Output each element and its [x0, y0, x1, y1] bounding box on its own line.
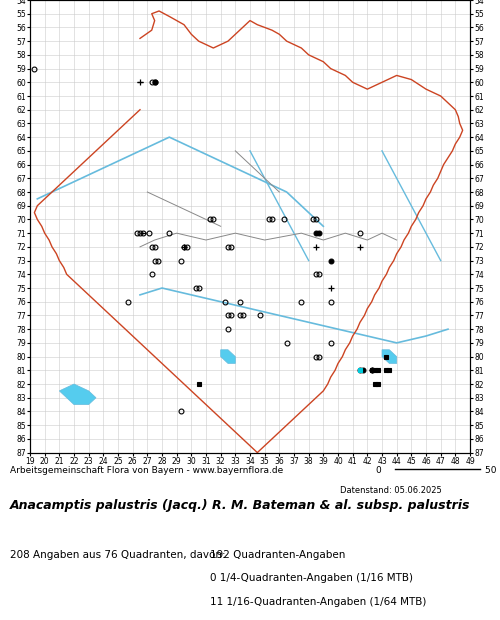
- Polygon shape: [60, 384, 96, 405]
- Polygon shape: [220, 350, 236, 363]
- Text: Datenstand: 05.06.2025: Datenstand: 05.06.2025: [340, 486, 442, 495]
- Text: Anacamptis palustris (Jacq.) R. M. Bateman & al. subsp. palustris: Anacamptis palustris (Jacq.) R. M. Batem…: [10, 500, 470, 513]
- Text: 192 Quadranten-Angaben: 192 Quadranten-Angaben: [210, 550, 346, 560]
- Text: 208 Angaben aus 76 Quadranten, davon:: 208 Angaben aus 76 Quadranten, davon:: [10, 550, 226, 560]
- Text: Arbeitsgemeinschaft Flora von Bayern - www.bayernflora.de: Arbeitsgemeinschaft Flora von Bayern - w…: [10, 466, 283, 475]
- Text: 0: 0: [375, 466, 381, 475]
- Text: 0 1/4-Quadranten-Angaben (1/16 MTB): 0 1/4-Quadranten-Angaben (1/16 MTB): [210, 573, 413, 583]
- Text: 50 km: 50 km: [485, 466, 500, 475]
- Text: 11 1/16-Quadranten-Angaben (1/64 MTB): 11 1/16-Quadranten-Angaben (1/64 MTB): [210, 596, 426, 606]
- Polygon shape: [382, 350, 396, 363]
